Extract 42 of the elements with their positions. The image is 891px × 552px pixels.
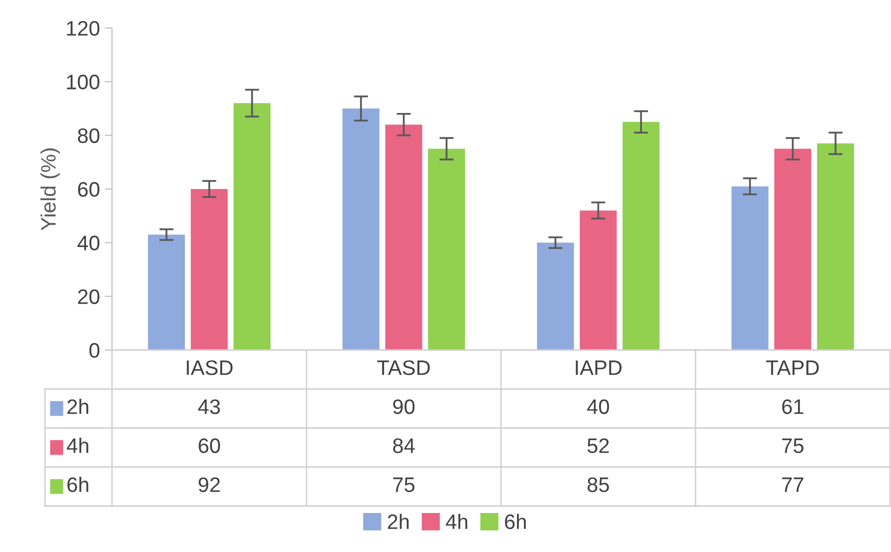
y-axis-title: Yield (%)	[40, 148, 60, 230]
legend-label: 4h	[66, 438, 88, 453]
y-tick-label: 20	[78, 289, 100, 304]
data-label: 85	[588, 477, 609, 492]
text: 2h	[388, 514, 409, 529]
data-label: 75	[393, 478, 414, 492]
y-tick-label: 100	[67, 74, 100, 90]
x-tick-label: IAPD	[576, 360, 622, 375]
x-tick-label: IASD	[186, 360, 233, 376]
legend-label: 2h	[67, 398, 88, 414]
bar	[385, 124, 422, 350]
text: 4h	[446, 514, 468, 529]
data-label: 61	[782, 399, 804, 414]
data-label: 77	[782, 478, 804, 492]
bar	[580, 210, 617, 350]
bar	[428, 148, 466, 350]
y-tick-label: 80	[78, 128, 100, 144]
bar	[622, 122, 660, 350]
bar	[234, 103, 271, 350]
data-label: 40	[587, 399, 610, 414]
bar	[190, 189, 228, 350]
x-tick-label: TAPD	[766, 360, 819, 375]
y-tick-label: 120	[67, 21, 100, 36]
data-label: 84	[393, 438, 415, 454]
bar	[148, 234, 185, 350]
data-label: 90	[393, 399, 415, 414]
bar	[536, 242, 574, 350]
bar	[731, 186, 768, 350]
legend-label: 6h	[505, 514, 526, 530]
data-label: 52	[588, 438, 609, 454]
bar	[774, 148, 812, 350]
bar	[817, 143, 854, 350]
data-label: 75	[782, 438, 804, 454]
y-tick-label: 0	[89, 343, 100, 358]
y-tick-label: 60	[78, 182, 100, 197]
data-label: 60	[198, 438, 220, 454]
y-tick-label: 40	[78, 236, 100, 250]
data-label: 43	[198, 399, 220, 414]
bar	[342, 108, 380, 350]
x-tick-label: TASD	[377, 360, 430, 376]
text: 6h	[67, 476, 88, 492]
data-label: 92	[198, 477, 220, 492]
